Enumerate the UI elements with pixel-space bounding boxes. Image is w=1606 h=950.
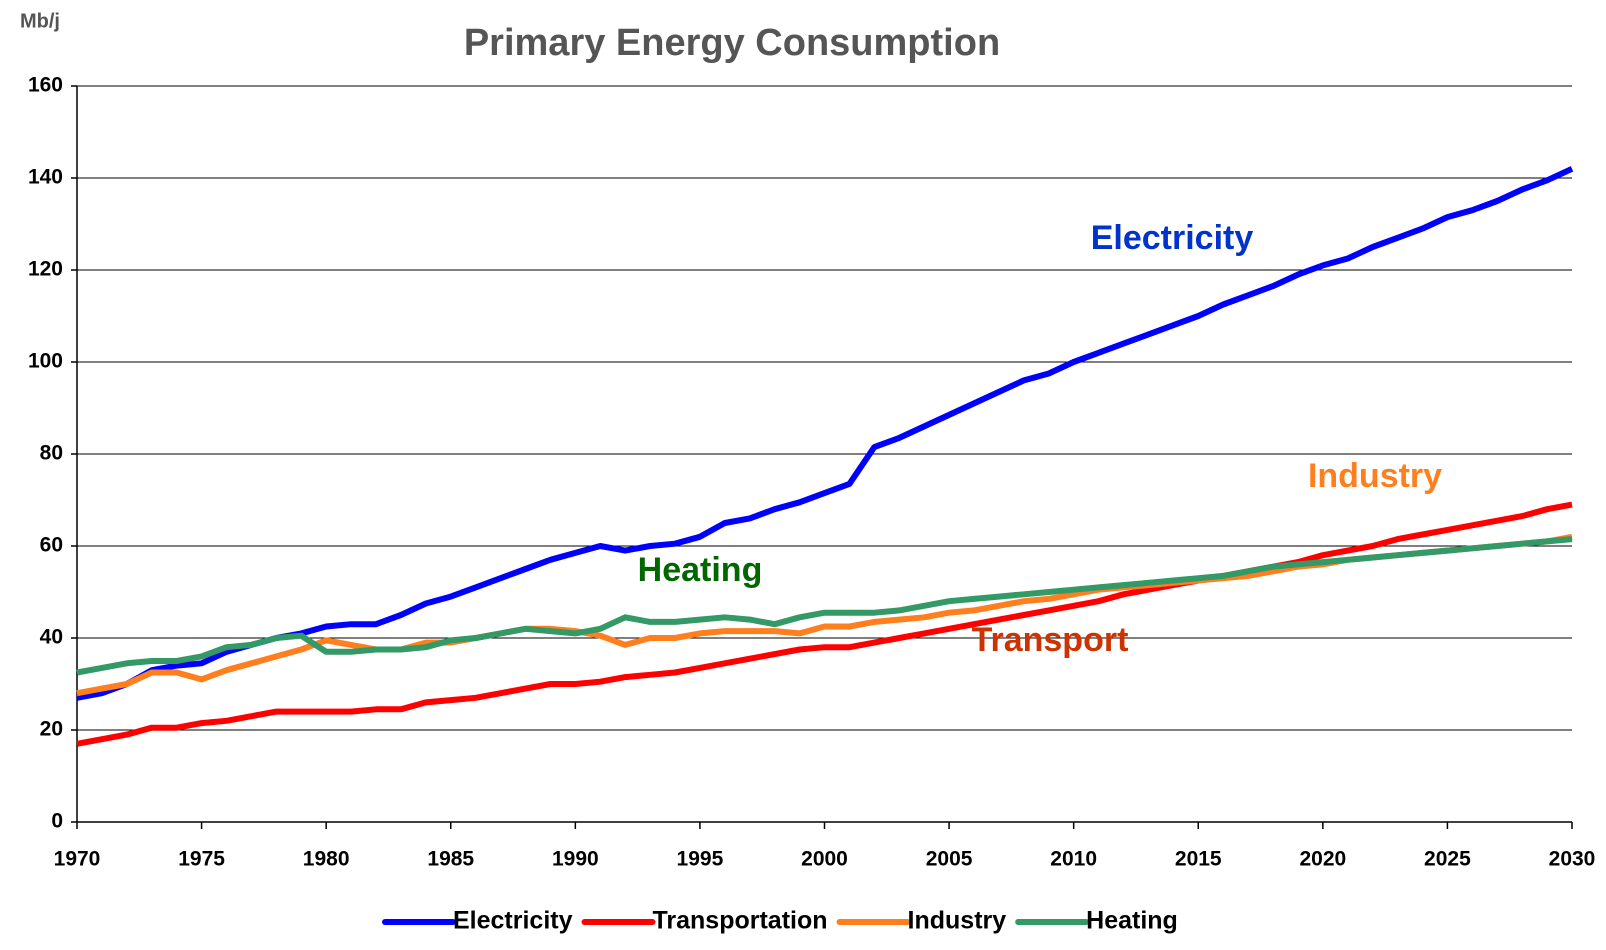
x-tick-label: 1975 <box>178 848 225 871</box>
y-tick-label: 60 <box>40 534 63 557</box>
legend-label: Transportation <box>653 907 828 935</box>
series-line <box>76 536 1573 676</box>
legend-label: Electricity <box>453 907 573 935</box>
y-tick-label: 20 <box>40 718 63 741</box>
x-tick-label: 2015 <box>1175 848 1222 871</box>
x-tick-label: 2025 <box>1424 848 1471 871</box>
x-tick-label: 2000 <box>801 848 848 871</box>
annotation: Electricity <box>1091 219 1254 257</box>
y-tick-label: 160 <box>28 74 63 97</box>
y-axis-label: Mb/j <box>20 10 60 32</box>
y-tick-label: 120 <box>28 258 63 281</box>
x-tick-label: 1990 <box>552 848 599 871</box>
y-tick-label: 140 <box>28 166 63 189</box>
annotation: Industry <box>1308 457 1442 495</box>
legend-label: Heating <box>1086 907 1178 935</box>
series-line <box>76 501 1573 747</box>
x-tick-label: 1980 <box>303 848 350 871</box>
x-tick-label: 2005 <box>926 848 973 871</box>
y-tick-label: 0 <box>51 810 63 833</box>
y-tick-label: 40 <box>40 626 63 649</box>
y-tick-label: 80 <box>40 442 63 465</box>
series-line <box>76 166 1574 701</box>
chart-title: Primary Energy Consumption <box>464 22 1000 64</box>
annotation: Heating <box>638 551 763 589</box>
x-tick-label: 2010 <box>1050 848 1097 871</box>
y-tick-label: 100 <box>28 350 63 373</box>
annotation: Transport <box>972 621 1129 659</box>
x-tick-label: 1995 <box>677 848 724 871</box>
x-tick-label: 1970 <box>54 848 101 871</box>
x-tick-label: 2020 <box>1299 848 1346 871</box>
x-tick-label: 2030 <box>1549 848 1596 871</box>
x-tick-label: 1985 <box>427 848 474 871</box>
legend-label: Industry <box>908 907 1007 935</box>
